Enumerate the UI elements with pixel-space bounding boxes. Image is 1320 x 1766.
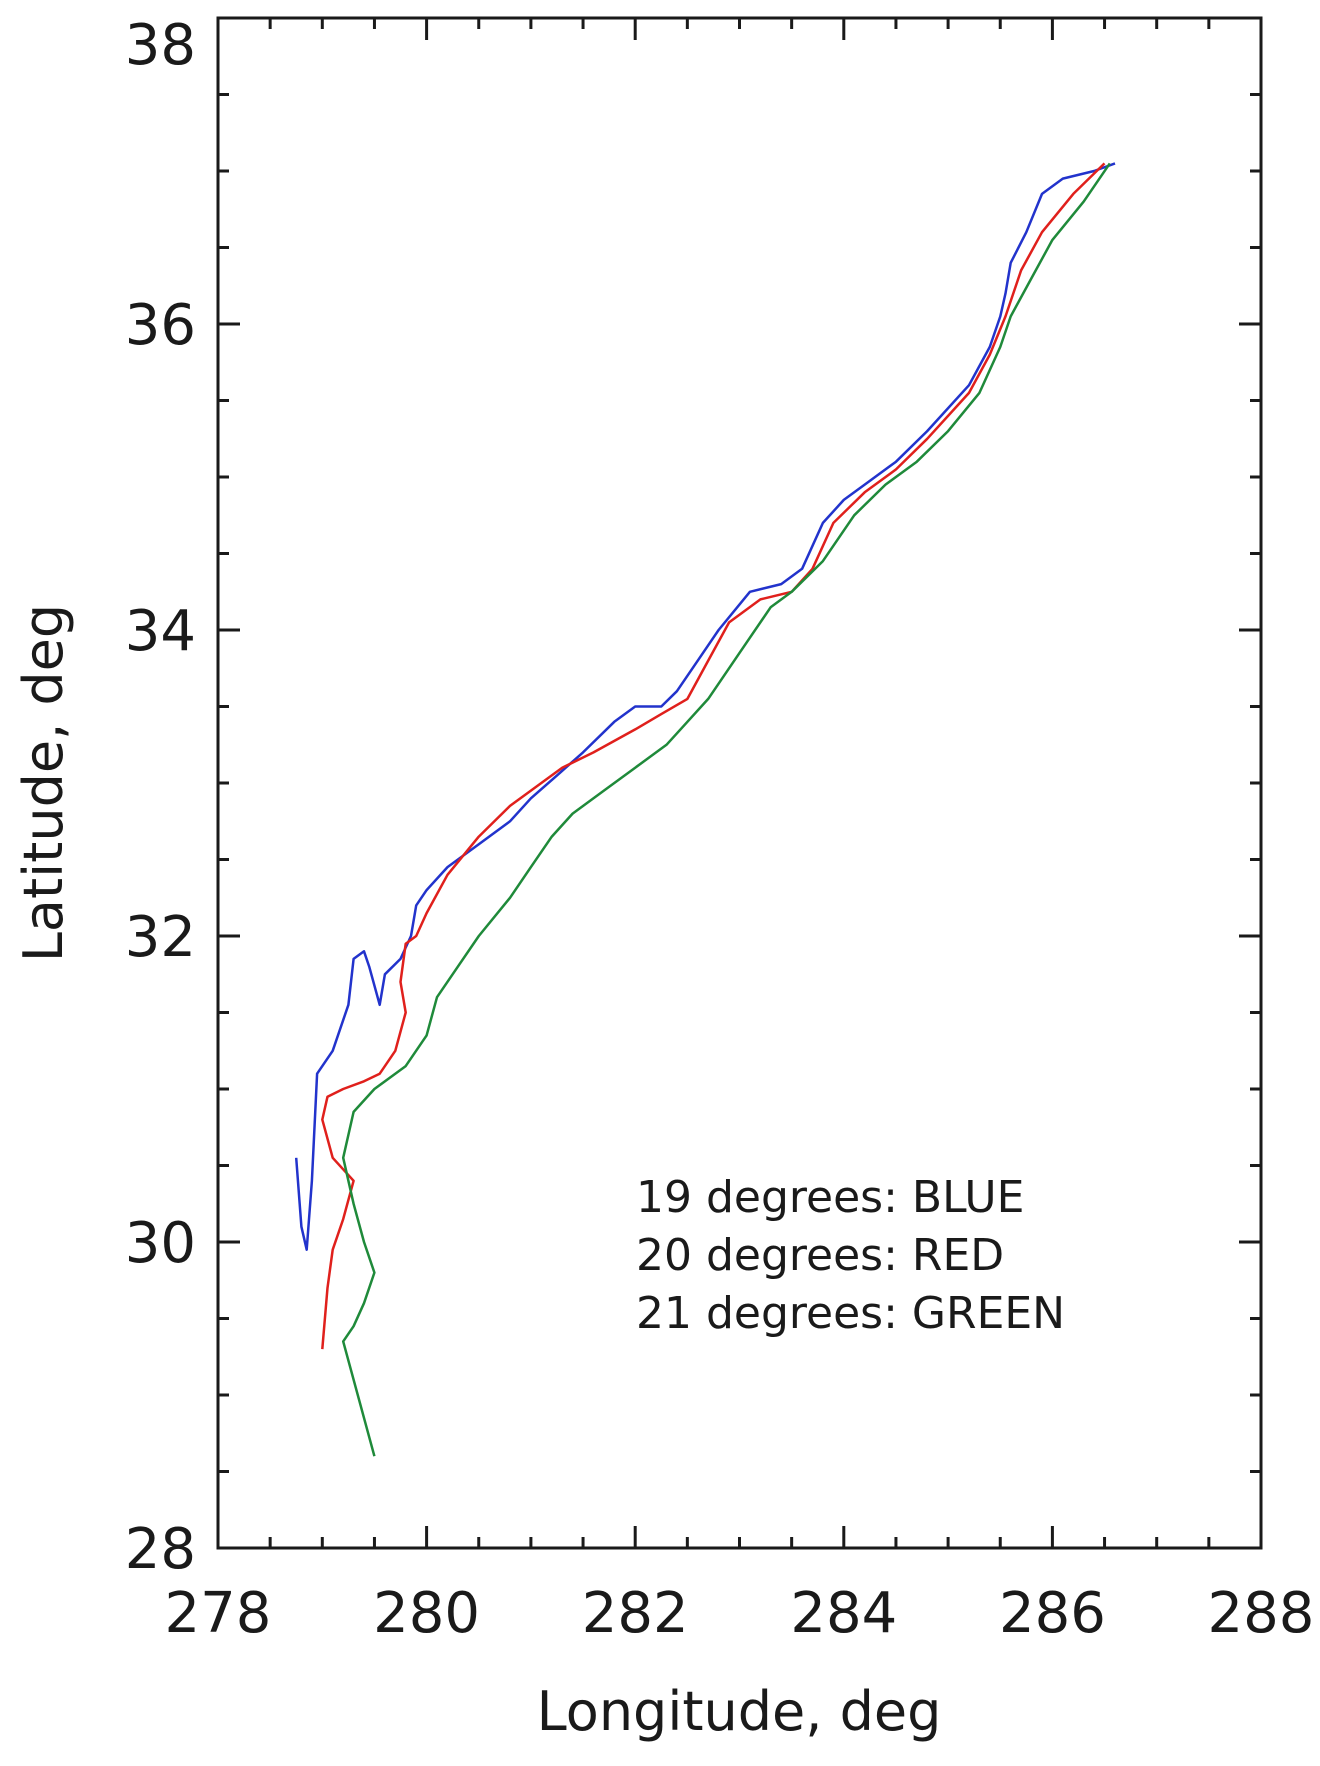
x-tick-label: 282 [582,1581,689,1646]
legend-entry: 20 degrees: RED [636,1230,1004,1281]
axis-ticks [216,16,1263,1550]
x-tick-label: 286 [999,1581,1106,1646]
y-axis-title: Latitude, deg [12,604,75,962]
series-line-green [341,162,1111,1457]
x-tick-label: 278 [165,1581,272,1646]
series-layer [294,162,1116,1457]
y-tick-label: 34 [125,599,196,664]
x-tick-label: 280 [373,1581,480,1646]
series-line-blue [294,162,1116,1251]
legend-entry: 19 degrees: BLUE [636,1172,1024,1223]
y-tick-label: 28 [125,1517,196,1582]
series-line-red [321,162,1106,1350]
y-tick-labels: 28 30 32 34 36 38 [125,13,196,1582]
y-tick-label: 36 [125,293,196,358]
legend: 19 degrees: BLUE 20 degrees: RED 21 degree… [636,1172,1065,1339]
y-tick-label: 38 [125,13,196,78]
legend-entry: 21 degrees: GREEN [636,1288,1065,1339]
y-tick-label: 32 [125,905,196,970]
x-tick-label: 284 [790,1581,897,1646]
y-tick-label: 30 [125,1211,196,1276]
x-tick-labels: 278 280 282 284 286 288 [165,1581,1315,1646]
x-axis-title: Longitude, deg [537,1680,942,1743]
x-tick-label: 288 [1208,1581,1315,1646]
